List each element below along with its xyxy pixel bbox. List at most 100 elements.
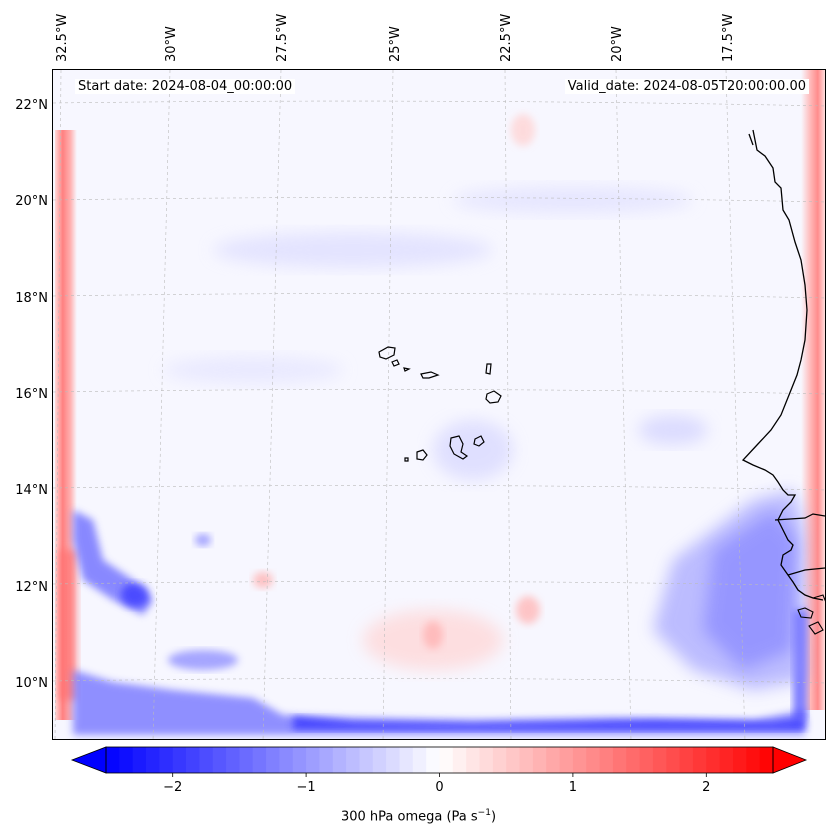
omega-map-panel[interactable]: [52, 69, 826, 740]
graticule: [53, 70, 825, 739]
boundary-band-east: [801, 70, 825, 710]
blue-patch-west-core: [121, 583, 149, 607]
colorbar-cell: [412, 747, 427, 773]
parallel-line: [53, 293, 825, 299]
lat-label: 20°N: [15, 194, 48, 209]
island-maio: [473, 435, 485, 447]
meridian-line: [504, 70, 512, 739]
colorbar-title: 300 hPa omega (Pa s−1): [0, 808, 837, 824]
lon-label: 30°W: [164, 26, 179, 62]
colorbar-cell: [572, 747, 587, 773]
omega-field: [53, 70, 825, 739]
colorbar-title-unit-exponent: −1: [477, 808, 491, 818]
red-patch: [516, 596, 540, 624]
colorbar-cell: [332, 747, 347, 773]
colorbar-cell: [226, 747, 240, 773]
colorbar-cell: [546, 747, 561, 773]
blue-streak: [163, 356, 343, 384]
coastline-west-africa: [741, 129, 824, 601]
meridian-line: [152, 70, 171, 739]
parallel-line: [53, 389, 825, 395]
red-patch: [423, 621, 443, 649]
colorbar-cell: [679, 747, 694, 773]
colorbar-cell: [426, 747, 441, 773]
colorbar-cell: [159, 747, 174, 773]
parallel-line: [53, 678, 825, 684]
cape-verde-islands: [378, 346, 502, 462]
casamance-boundary: [787, 567, 825, 576]
colorbar-cell: [652, 747, 667, 773]
colorbar-tick-label: 2: [702, 780, 711, 795]
colorbar-title-close: ): [490, 809, 497, 825]
colorbar-cell: [199, 747, 214, 773]
boundary-band-west-core: [59, 550, 77, 700]
lon-label: 32.5°W: [55, 13, 70, 62]
colorbar-cell: [586, 747, 601, 773]
bijagos-island: [797, 607, 814, 619]
valid-date-label: Valid_date: 2024-08-05T20:00:00.00: [564, 79, 809, 94]
colorbar-cell: [319, 747, 334, 773]
lat-label: 18°N: [15, 291, 48, 306]
lon-label: 27.5°W: [275, 13, 290, 62]
blue-region-east-core: [703, 510, 798, 670]
parallel-line: [53, 197, 825, 203]
colorbar-cell: [439, 747, 454, 773]
meridian-line: [615, 70, 632, 739]
colorbar-cell: [599, 747, 614, 773]
colorbar-cell: [266, 747, 281, 773]
lat-label: 10°N: [15, 676, 48, 691]
island-santo-antao: [378, 346, 396, 360]
island-fogo: [416, 449, 428, 461]
colorbar-cell: [239, 747, 254, 773]
colorbar-cell: [119, 747, 134, 773]
gambia-river-boundary: [774, 513, 825, 521]
island-sal: [485, 363, 492, 375]
meridian-line: [382, 70, 394, 739]
colorbar-cell: [359, 747, 374, 773]
colorbar-cell: [666, 747, 681, 773]
colorbar-cell: [252, 747, 267, 773]
colorbar-cell: [626, 747, 641, 773]
colorbar-cell: [506, 747, 521, 773]
colorbar-tick-label: −1: [296, 780, 316, 795]
colorbar-cell: [372, 747, 387, 773]
colorbar-title-text: 300 hPa omega (Pa s: [340, 809, 478, 825]
colorbar-cell: [532, 747, 547, 773]
red-patch: [511, 114, 535, 146]
colorbar-cell: [492, 747, 507, 773]
lat-label: 16°N: [15, 387, 48, 402]
island-boa-vista: [485, 390, 502, 404]
coastline-north-segment: [748, 133, 754, 146]
colorbar-cell: [132, 747, 147, 773]
colorbar-tick-label: 0: [435, 780, 444, 795]
boundary-band-south-core: [293, 716, 805, 730]
lon-label: 25°W: [388, 26, 403, 62]
colorbar-cell: [106, 747, 120, 773]
blue-streak: [453, 186, 693, 214]
colorbar-cell: [519, 747, 534, 773]
lon-label: 20°W: [610, 26, 625, 62]
island-sao-vicente: [391, 359, 400, 367]
colorbar-tick-label: 1: [568, 780, 578, 795]
meridian-line: [262, 70, 282, 739]
lon-label: 17.5°W: [721, 13, 736, 62]
colorbar-cell: [719, 747, 734, 773]
parallel-line: [53, 485, 825, 491]
blue-streak: [213, 232, 493, 268]
lat-label: 14°N: [15, 483, 48, 498]
colorbar-cell: [399, 747, 414, 773]
lon-label: 22.5°W: [499, 13, 514, 62]
colorbar-cell: [212, 747, 227, 773]
colorbar-cell: [479, 747, 494, 773]
lat-label: 12°N: [15, 580, 48, 595]
colorbar-cell: [612, 747, 627, 773]
island-santiago: [449, 435, 469, 460]
colorbar-cell: [732, 747, 747, 773]
bijagos-island: [808, 621, 824, 635]
colorbar-cell: [759, 747, 774, 773]
meridian-line: [54, 70, 62, 739]
colorbar-cell: [452, 747, 467, 773]
colorbar-extend-low: [70, 746, 107, 774]
parallel-line: [53, 100, 825, 107]
colorbar-cell: [706, 747, 721, 773]
